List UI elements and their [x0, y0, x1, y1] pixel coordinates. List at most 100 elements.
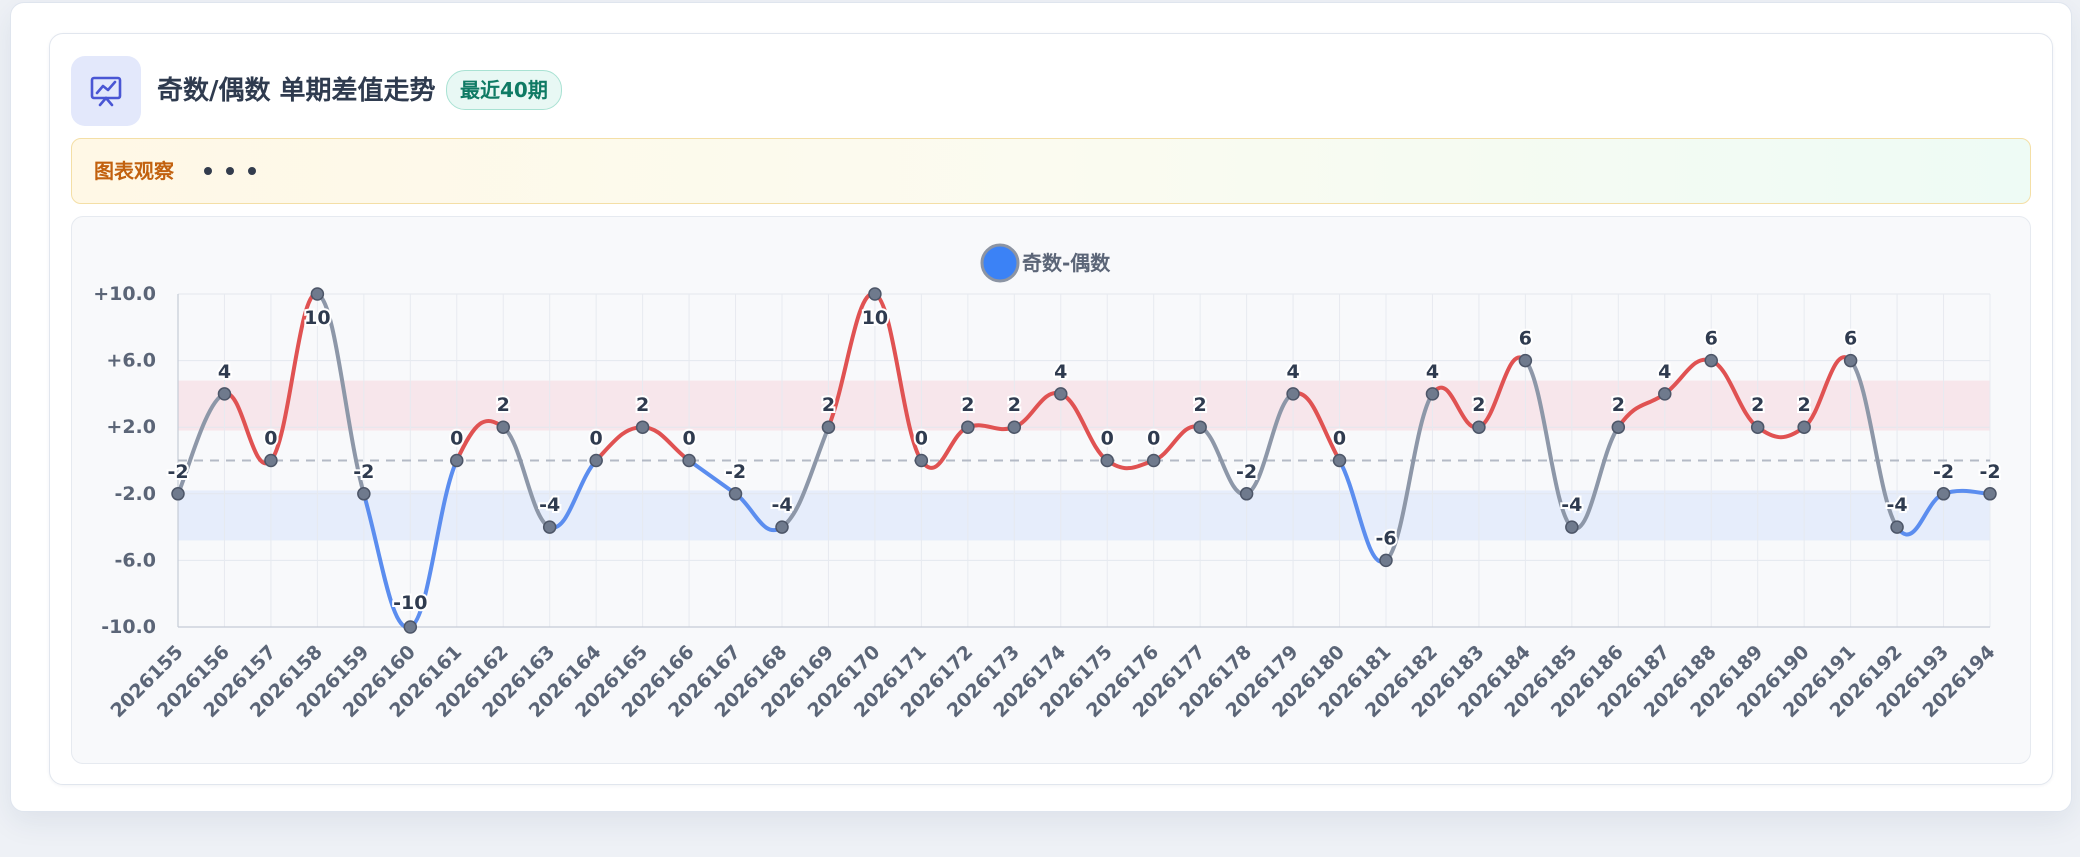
data-point: [775, 520, 789, 534]
data-point: [264, 453, 278, 468]
data-point: [542, 520, 557, 534]
legend-marker: [980, 243, 1020, 283]
data-point: [821, 420, 836, 434]
data-label: 0: [682, 428, 695, 450]
data-label: 0: [1147, 428, 1160, 450]
data-label: -4: [771, 494, 792, 516]
data-point: [1611, 420, 1626, 434]
data-label: 4: [1658, 361, 1671, 383]
series-segment: [1384, 391, 1435, 563]
data-label: 2: [636, 394, 649, 416]
data-label: 4: [1286, 361, 1299, 383]
data-point: [403, 620, 418, 634]
data-label: 0: [590, 428, 603, 450]
data-point: [1286, 387, 1300, 401]
data-point: [1565, 520, 1579, 534]
data-point: [1983, 487, 1997, 501]
data-label: 2: [961, 394, 974, 416]
data-label: -2: [353, 461, 374, 483]
series-segment: [594, 425, 645, 463]
y-tick-label: +2.0: [106, 416, 156, 438]
y-tick-label: +6.0: [106, 350, 156, 372]
data-label: 10: [862, 307, 888, 329]
data-label: 4: [218, 361, 231, 383]
data-point: [1332, 453, 1347, 468]
data-label: 0: [450, 428, 463, 450]
data-label: -10: [393, 592, 427, 614]
data-label: -4: [1561, 494, 1582, 516]
data-label: 6: [1844, 328, 1857, 350]
data-point: [728, 487, 743, 501]
data-point: [961, 420, 975, 434]
data-point: [1239, 487, 1254, 501]
period-badge: 最近40期: [446, 70, 562, 110]
data-label: -4: [1887, 494, 1908, 516]
y-tick-label: +10.0: [93, 283, 156, 305]
chart-card: 奇数/偶数 单期差值走势 最近40期 图表观察 +10.0 +6.0 +2.0 -2.…: [49, 33, 2053, 785]
series-segment: [501, 425, 552, 530]
page-container: 奇数/偶数 单期差值走势 最近40期 图表观察 +10.0 +6.0 +2.0 -2.…: [10, 2, 2072, 812]
data-label: 0: [264, 428, 277, 450]
data-label: -2: [725, 461, 746, 483]
data-point: [1890, 520, 1904, 534]
data-label: -2: [1236, 461, 1257, 483]
data-point: [1379, 553, 1393, 568]
series-segment: [1848, 358, 1900, 530]
series-segment: [780, 425, 831, 530]
series-segment: [1151, 424, 1203, 463]
data-label: 0: [915, 428, 928, 450]
data-point: [682, 453, 696, 468]
data-label: -2: [1979, 461, 2000, 483]
data-label: 0: [1333, 428, 1346, 450]
data-point: [1007, 420, 1022, 434]
data-point: [914, 453, 929, 468]
data-point: [450, 453, 464, 468]
chart-area: +10.0 +6.0 +2.0 -2.0 -6.0 -10.0 2026155 2026156…: [71, 216, 2031, 764]
data-label: -2: [167, 461, 188, 483]
data-label: -6: [1375, 527, 1396, 549]
y-tick-label: -10.0: [101, 616, 156, 638]
loading-dots-icon: [204, 139, 270, 203]
negative-band: [178, 490, 1990, 541]
series-segment: [176, 391, 227, 496]
observation-label: 图表观察: [94, 159, 174, 183]
data-label: 2: [1194, 394, 1207, 416]
data-point: [1750, 420, 1765, 434]
data-point: [1936, 487, 1951, 501]
data-label: 4: [1054, 361, 1067, 383]
data-label: 2: [1612, 394, 1625, 416]
data-label: -4: [539, 494, 560, 516]
trend-line-chart: +10.0+6.0+2.0-2.0-6.0-10.020261552026156…: [93, 243, 2003, 722]
data-point: [1472, 420, 1486, 434]
data-label: 0: [1101, 428, 1114, 450]
data-point: [1193, 420, 1207, 434]
data-point: [1518, 353, 1533, 368]
series-segment: [268, 292, 320, 463]
data-point: [1100, 453, 1114, 468]
data-label: 6: [1519, 328, 1532, 350]
y-tick-label: -6.0: [114, 549, 156, 571]
data-label: 4: [1426, 361, 1439, 383]
data-point: [868, 287, 882, 301]
data-point: [310, 287, 325, 301]
series-segment: [408, 458, 459, 629]
series-segment: [872, 292, 924, 463]
data-point: [1658, 387, 1672, 401]
data-label: 6: [1705, 328, 1718, 350]
series-segment: [919, 425, 970, 470]
chart-observation-panel[interactable]: 图表观察: [71, 138, 2031, 204]
data-label: 10: [304, 307, 330, 329]
data-point: [1704, 353, 1718, 368]
data-point: [1797, 420, 1811, 434]
data-label: 2: [1798, 394, 1811, 416]
data-point: [1843, 353, 1858, 368]
data-point: [217, 387, 232, 401]
data-point: [171, 487, 185, 501]
series-segment: [1244, 391, 1296, 496]
data-label: 2: [1008, 394, 1021, 416]
presentation-chart-icon: [71, 56, 141, 126]
data-point: [357, 487, 371, 501]
data-label: 2: [497, 394, 510, 416]
page-title: 奇数/偶数 单期差值走势: [157, 76, 436, 106]
data-point: [635, 420, 650, 434]
